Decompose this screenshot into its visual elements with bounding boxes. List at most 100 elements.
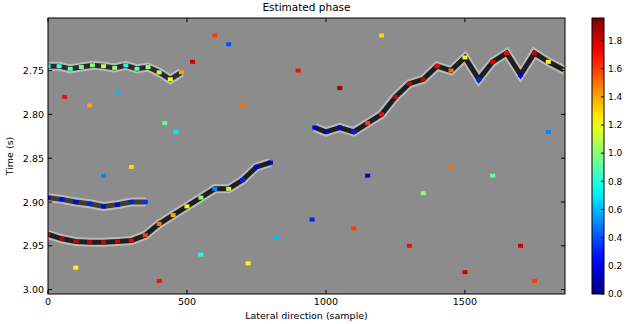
phase-pick (226, 187, 231, 191)
phase-pick (337, 86, 342, 90)
x-tick (48, 290, 49, 294)
phase-pick (129, 165, 134, 169)
horizon (48, 198, 145, 207)
x-tick (186, 18, 187, 22)
colorbar-tick-label: 0.6 (608, 205, 623, 215)
phase-pick (240, 178, 245, 182)
y-tick-label: 2.80 (23, 109, 44, 120)
phase-pick (351, 226, 356, 230)
y-tick (561, 158, 565, 159)
phase-pick (101, 240, 106, 244)
x-axis-title: Lateral direction (sample) (245, 310, 368, 321)
phase-pick (101, 64, 106, 68)
y-tick (48, 114, 52, 115)
phase-pick (518, 73, 523, 77)
phase-pick (435, 64, 440, 68)
phase-pick (57, 64, 62, 68)
phase-pick (62, 95, 67, 99)
colorbar-tick-label: 0.2 (608, 261, 622, 271)
y-tick (561, 114, 565, 115)
phase-pick (421, 77, 426, 81)
phase-pick (87, 202, 92, 206)
phase-pick (254, 165, 259, 169)
horizon (48, 163, 270, 243)
phase-pick (190, 60, 195, 64)
phase-pick (365, 174, 370, 178)
phase-pick (449, 69, 454, 73)
phase-pick (112, 66, 117, 70)
phase-pick (157, 279, 162, 283)
y-tick-label: 2.75 (23, 65, 44, 76)
horizon-halo (315, 53, 565, 132)
phase-pick (246, 261, 251, 265)
phase-pick (143, 233, 148, 237)
y-tick-label: 2.90 (23, 197, 44, 208)
colorbar-tick (601, 125, 604, 126)
horizon-halo (48, 198, 145, 207)
phase-pick (101, 204, 106, 208)
phase-pick (171, 213, 176, 217)
colorbar-tick-label: 0.8 (608, 177, 623, 187)
phase-pick (518, 244, 523, 248)
phase-pick (134, 67, 139, 71)
y-tick-label: 3.00 (23, 284, 44, 295)
phase-pick (504, 51, 509, 55)
colorbar-tick-label: 1.4 (608, 92, 623, 102)
phase-pick (490, 60, 495, 64)
x-tick (186, 290, 187, 294)
colorbar-tick (601, 265, 604, 266)
y-tick (48, 202, 52, 203)
phase-pick (268, 161, 273, 165)
phase-pick (173, 130, 178, 134)
colorbar-tick (601, 237, 604, 238)
y-tick-label: 2.85 (23, 153, 44, 164)
phase-pick (162, 121, 167, 125)
phase-pick (168, 77, 173, 81)
y-axis-title: Time (s) (4, 137, 15, 177)
phase-pick (379, 34, 384, 38)
horizon-halo (48, 163, 270, 243)
y-tick (48, 245, 52, 246)
y-tick (561, 289, 565, 290)
x-tick-label: 1000 (314, 296, 338, 307)
phase-pick (59, 197, 64, 201)
phase-pick (462, 270, 467, 274)
colorbar-tick (601, 294, 604, 295)
plot-background (48, 18, 565, 294)
colorbar-tick (601, 153, 604, 154)
phase-pick (87, 104, 92, 108)
phase-pick (179, 70, 184, 74)
x-tick-label: 0 (45, 296, 51, 307)
phase-pick (273, 235, 278, 239)
x-tick-label: 500 (178, 296, 196, 307)
y-tick (48, 289, 52, 290)
phase-pick (351, 130, 356, 134)
phase-pick (365, 121, 370, 125)
phase-pick (407, 244, 412, 248)
colorbar (592, 18, 604, 294)
colorbar-tick (601, 181, 604, 182)
phase-pick (87, 240, 92, 244)
phase-pick (449, 165, 454, 169)
phase-pick (337, 126, 342, 130)
x-tick (464, 18, 465, 22)
phase-pick (393, 95, 398, 99)
x-tick (464, 290, 465, 294)
phase-pick (73, 239, 78, 243)
phase-pick (240, 104, 245, 108)
phase-pick (123, 63, 128, 67)
phase-pick (59, 237, 64, 241)
colorbar-tick-label: 1.6 (608, 64, 623, 74)
phase-pick (157, 222, 162, 226)
phase-pick (101, 174, 106, 178)
x-tick (48, 18, 49, 22)
colorbar-tick-label: 1.2 (608, 120, 622, 130)
chart: 0500100015002.752.802.852.902.953.00Esti… (0, 0, 630, 324)
phase-pick (146, 65, 151, 69)
plot-frame (48, 18, 565, 294)
colorbar-tick-label: 0.4 (608, 233, 623, 243)
x-tick (325, 18, 326, 22)
colorbar-tick-label: 1.0 (608, 148, 623, 158)
phase-pick (68, 67, 73, 71)
y-tick (48, 70, 52, 71)
